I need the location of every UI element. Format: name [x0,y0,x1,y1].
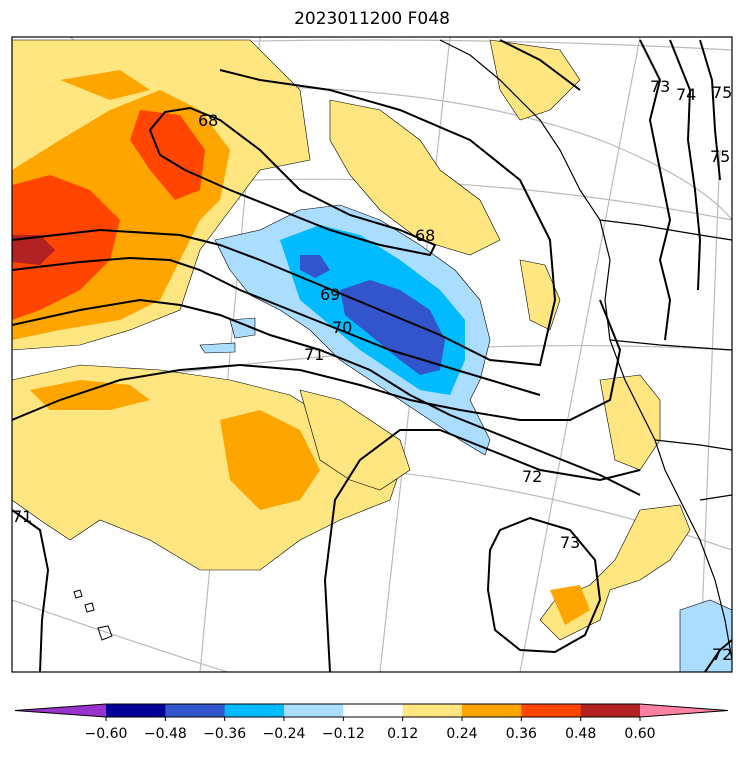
contour-label-70: 70 [332,318,352,337]
colorbar-bin [284,704,344,717]
colorbar-tick-label: 0.36 [506,726,537,742]
colorbar-bin [224,704,285,717]
colorbar-tick-label: −0.48 [144,726,187,742]
contour-labels: 68 68 69 70 71 72 73 73 74 75 75 71 72 [12,77,732,664]
colorbar-bin [402,704,463,717]
colorbar-extend-high [640,704,728,717]
anomaly-positive-max [12,235,55,265]
colorbar-bin [580,704,641,717]
colorbar-tick-label: −0.60 [85,726,128,742]
forecast-map: 68 68 69 70 71 72 73 73 74 75 75 71 72 [11,36,733,673]
colorbar-extend-low [15,704,106,717]
colorbar-tick-label: 0.48 [565,726,596,742]
colorbar-bin [165,704,226,717]
contour-label-75-b: 75 [710,147,730,166]
contour-label-69: 69 [320,285,340,304]
colorbar-bin [343,704,404,717]
colorbar-bins [14,703,729,718]
colorbar-bin [462,704,522,717]
contour-label-72-b: 72 [712,645,732,664]
map-frame [11,36,733,673]
contour-label-72: 72 [522,467,542,486]
contour-label-73-a: 73 [560,533,580,552]
map-title: 2023011200 F048 [294,9,450,29]
colorbar-tick-label: 0.12 [387,726,418,742]
contour-label-71: 71 [304,345,324,364]
contour-label-74: 74 [676,85,696,104]
contour-label-68-b: 68 [415,226,435,245]
contour-label-73-b: 73 [650,77,670,96]
colorbar-tick-label: 0.60 [624,726,655,742]
contour-label-75-a: 75 [712,83,732,102]
colorbar-ticks: −0.60 −0.48 −0.36 −0.24 −0.12 0.12 0.24 0.36 0.4… [85,717,656,742]
contour-label-68-a: 68 [198,111,218,130]
colorbar: −0.60 −0.48 −0.36 −0.24 −0.12 0.12 0.24 0.36 0.4… [14,703,729,742]
colorbar-bin [106,704,166,717]
anomaly-positive-strong [12,110,205,320]
height-contours [12,39,732,672]
colorbar-tick-label: −0.24 [263,726,306,742]
colorbar-bin [521,704,582,717]
colorbar-tick-label: 0.24 [446,726,477,742]
contour-label-71-b: 71 [12,507,32,526]
colorbar-tick-label: −0.12 [322,726,365,742]
islands [73,589,113,641]
colorbar-tick-label: −0.36 [203,726,246,742]
